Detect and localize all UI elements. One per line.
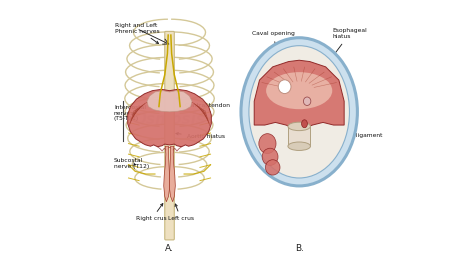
- Text: Osmosis: Osmosis: [250, 104, 322, 119]
- Text: Aortic hiatus: Aortic hiatus: [176, 132, 225, 139]
- Polygon shape: [170, 146, 175, 202]
- Ellipse shape: [303, 97, 311, 106]
- Text: Osmosis: Osmosis: [134, 112, 206, 127]
- Text: Aortic hiatus: Aortic hiatus: [249, 126, 300, 131]
- FancyBboxPatch shape: [165, 31, 174, 240]
- Ellipse shape: [288, 142, 310, 151]
- Ellipse shape: [249, 46, 349, 178]
- Text: Lateral
arcuate ligament: Lateral arcuate ligament: [331, 128, 383, 138]
- Text: Medial
arcuate ligament: Medial arcuate ligament: [268, 147, 319, 168]
- Text: A.: A.: [165, 244, 174, 253]
- Ellipse shape: [259, 134, 276, 153]
- Ellipse shape: [288, 122, 310, 131]
- Text: Central tendon: Central tendon: [249, 96, 294, 102]
- Ellipse shape: [266, 72, 332, 109]
- Polygon shape: [164, 146, 170, 202]
- Ellipse shape: [241, 38, 357, 186]
- Text: Central tendon: Central tendon: [177, 97, 230, 108]
- Polygon shape: [254, 60, 344, 128]
- Ellipse shape: [262, 148, 278, 165]
- Text: Intercostal
nerves
(T5-T11): Intercostal nerves (T5-T11): [114, 105, 146, 122]
- Text: Right and Left
Phrenic nerves: Right and Left Phrenic nerves: [115, 23, 159, 44]
- Text: Left crus: Left crus: [168, 204, 194, 222]
- Ellipse shape: [301, 120, 307, 128]
- Text: B.: B.: [295, 244, 304, 253]
- Text: Esophageal
hiatus: Esophageal hiatus: [317, 28, 367, 77]
- Polygon shape: [288, 126, 310, 146]
- Text: Subcostal
nerve (T12): Subcostal nerve (T12): [114, 158, 149, 169]
- Ellipse shape: [265, 160, 280, 175]
- Ellipse shape: [278, 80, 291, 94]
- Text: Right crus: Right crus: [137, 203, 167, 222]
- Polygon shape: [147, 91, 192, 112]
- Polygon shape: [128, 89, 211, 147]
- Text: Caval opening: Caval opening: [252, 31, 294, 83]
